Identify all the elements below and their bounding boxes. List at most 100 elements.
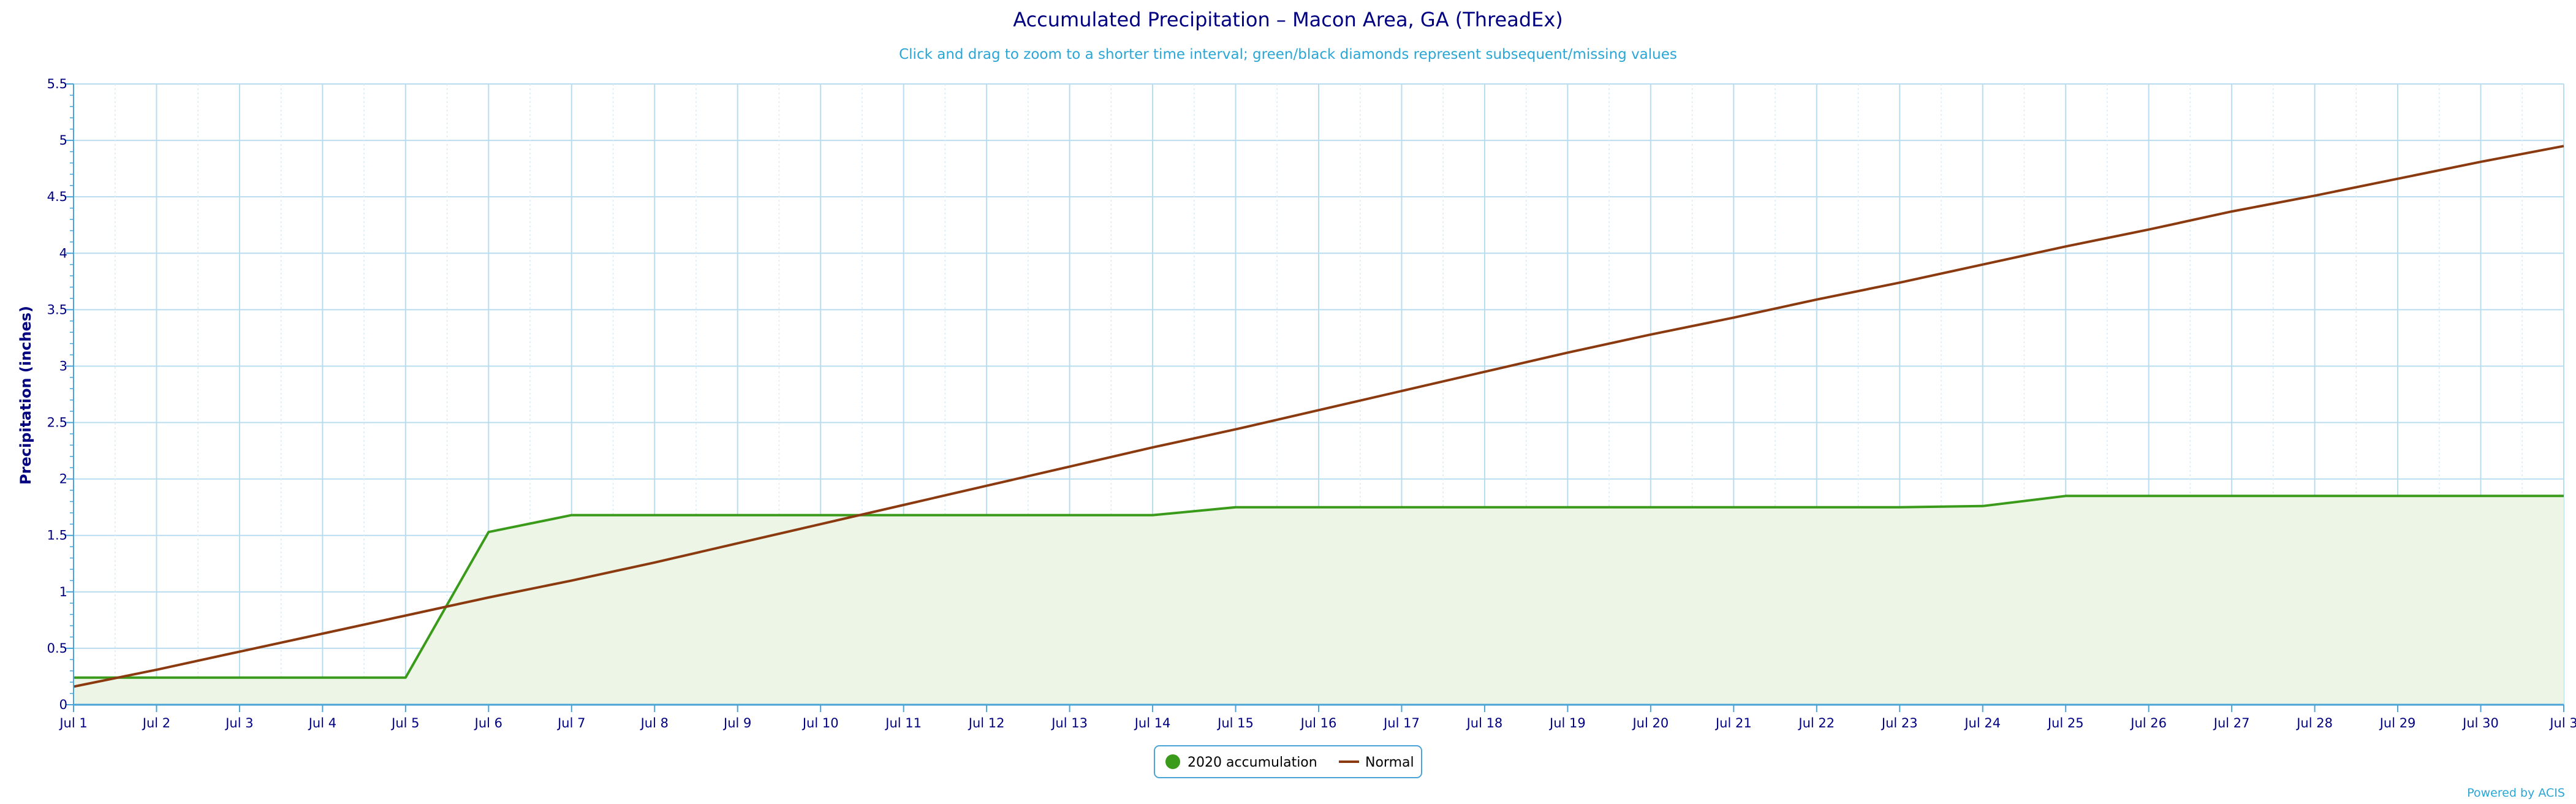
data-point[interactable] [651, 559, 658, 566]
legend-item-2020-accumulation[interactable]: 2020 accumulation [1165, 754, 1317, 770]
data-point[interactable] [568, 512, 575, 519]
x-tick-label: Jul 5 [390, 716, 419, 730]
legend-item-normal[interactable]: Normal [1339, 755, 1414, 770]
data-point[interactable] [485, 594, 492, 601]
data-point[interactable] [900, 512, 907, 519]
chart-title: Accumulated Precipitation – Macon Area, … [1013, 8, 1563, 31]
data-point[interactable] [2311, 492, 2319, 499]
chart-subtitle: Click and drag to zoom to a shorter time… [899, 47, 1677, 63]
data-point[interactable] [402, 674, 409, 681]
data-point[interactable] [983, 512, 990, 519]
data-point[interactable] [236, 674, 243, 681]
y-tick-label: 5 [59, 133, 67, 148]
data-point[interactable] [734, 512, 741, 519]
series-line-normal[interactable] [73, 145, 2564, 688]
x-tick-label: Jul 4 [308, 716, 336, 730]
data-point[interactable] [1315, 504, 1322, 511]
x-tick-label: Jul 26 [2129, 716, 2167, 730]
x-tick-label: Jul 8 [640, 716, 669, 730]
data-point[interactable] [1149, 444, 1156, 451]
data-point[interactable] [485, 528, 492, 536]
data-point[interactable] [2062, 243, 2069, 250]
data-point[interactable] [1232, 426, 1240, 433]
x-tick-label: Jul 2 [142, 716, 170, 730]
y-tick-label: 2.5 [47, 415, 67, 430]
x-tick-label: Jul 12 [968, 716, 1005, 730]
y-axis-tick-labels: 0 0.5 1 1.5 2 2.5 3 3.5 4 4.5 5 5.5 [47, 77, 67, 712]
data-point[interactable] [1979, 502, 1987, 510]
data-point[interactable] [1896, 504, 1903, 511]
data-point[interactable] [319, 630, 326, 637]
data-point[interactable] [817, 520, 824, 528]
data-point[interactable] [2062, 492, 2069, 499]
data-point[interactable] [1647, 331, 1654, 338]
data-point[interactable] [1066, 512, 1074, 519]
x-tick-label: Jul 14 [1134, 716, 1171, 730]
data-point[interactable] [2477, 158, 2485, 165]
data-point[interactable] [1979, 261, 1987, 268]
y-axis-title: Precipitation (inches) [17, 306, 34, 485]
x-tick-label: Jul 24 [1963, 716, 2001, 730]
data-point[interactable] [1315, 406, 1322, 414]
legend-label-normal: Normal [1365, 755, 1414, 770]
data-point[interactable] [1149, 512, 1156, 519]
data-point[interactable] [817, 512, 824, 519]
data-point[interactable] [1066, 463, 1074, 470]
data-point[interactable] [651, 512, 658, 519]
x-tick-label: Jul 30 [2461, 716, 2499, 730]
series-line-2020-accumulation[interactable] [74, 495, 2564, 679]
legend[interactable]: 2020 accumulation Normal [1154, 745, 1422, 778]
data-point[interactable] [402, 612, 409, 619]
data-point[interactable] [1481, 504, 1488, 511]
data-point[interactable] [2560, 142, 2567, 150]
data-point[interactable] [734, 540, 741, 547]
series-layer[interactable] [70, 142, 2567, 705]
legend-marker-2020 [1165, 754, 1180, 769]
data-point[interactable] [1564, 349, 1571, 356]
x-tick-label: Jul 16 [1300, 716, 1337, 730]
data-point[interactable] [2311, 192, 2319, 199]
data-point[interactable] [2228, 492, 2235, 499]
data-point[interactable] [1564, 504, 1571, 511]
x-tick-label: Jul 28 [2295, 716, 2333, 730]
x-tick-label: Jul 20 [1631, 716, 1669, 730]
x-tick-label: Jul 10 [801, 716, 839, 730]
x-tick-label: Jul 9 [722, 716, 751, 730]
data-point[interactable] [1813, 504, 1820, 511]
data-point[interactable] [2477, 492, 2485, 499]
data-point[interactable] [153, 666, 160, 673]
data-point[interactable] [1813, 296, 1820, 303]
data-point[interactable] [568, 577, 575, 584]
data-point[interactable] [2145, 492, 2153, 499]
data-point[interactable] [1730, 504, 1737, 511]
data-point[interactable] [2228, 208, 2235, 215]
legend-label-2020: 2020 accumulation [1188, 755, 1317, 770]
data-point[interactable] [2394, 492, 2401, 499]
legend-box [1154, 745, 1422, 778]
x-tick-label: Jul 11 [884, 716, 922, 730]
data-point[interactable] [2560, 492, 2567, 499]
data-point[interactable] [900, 501, 907, 509]
data-point[interactable] [1398, 387, 1405, 395]
data-point[interactable] [1896, 279, 1903, 286]
data-point[interactable] [2394, 175, 2401, 183]
axes [73, 84, 2564, 712]
y-tick-label: 0 [59, 697, 67, 712]
data-point[interactable] [153, 674, 160, 681]
x-tick-label: Jul 15 [1216, 716, 1254, 730]
data-point[interactable] [2145, 226, 2153, 233]
data-point[interactable] [983, 482, 990, 490]
x-tick-label: Jul 27 [2213, 716, 2250, 730]
data-point[interactable] [1481, 368, 1488, 376]
data-point[interactable] [1232, 504, 1240, 511]
data-point[interactable] [236, 648, 243, 655]
credits-link[interactable]: Powered by ACIS [2467, 786, 2565, 800]
data-point[interactable] [1730, 314, 1737, 321]
x-tick-label: Jul 3 [224, 716, 253, 730]
data-point[interactable] [1647, 504, 1654, 511]
y-tick-label: 1.5 [47, 528, 67, 543]
x-tick-label: Jul 21 [1714, 716, 1752, 730]
data-point[interactable] [319, 674, 326, 681]
data-point[interactable] [1398, 504, 1405, 511]
